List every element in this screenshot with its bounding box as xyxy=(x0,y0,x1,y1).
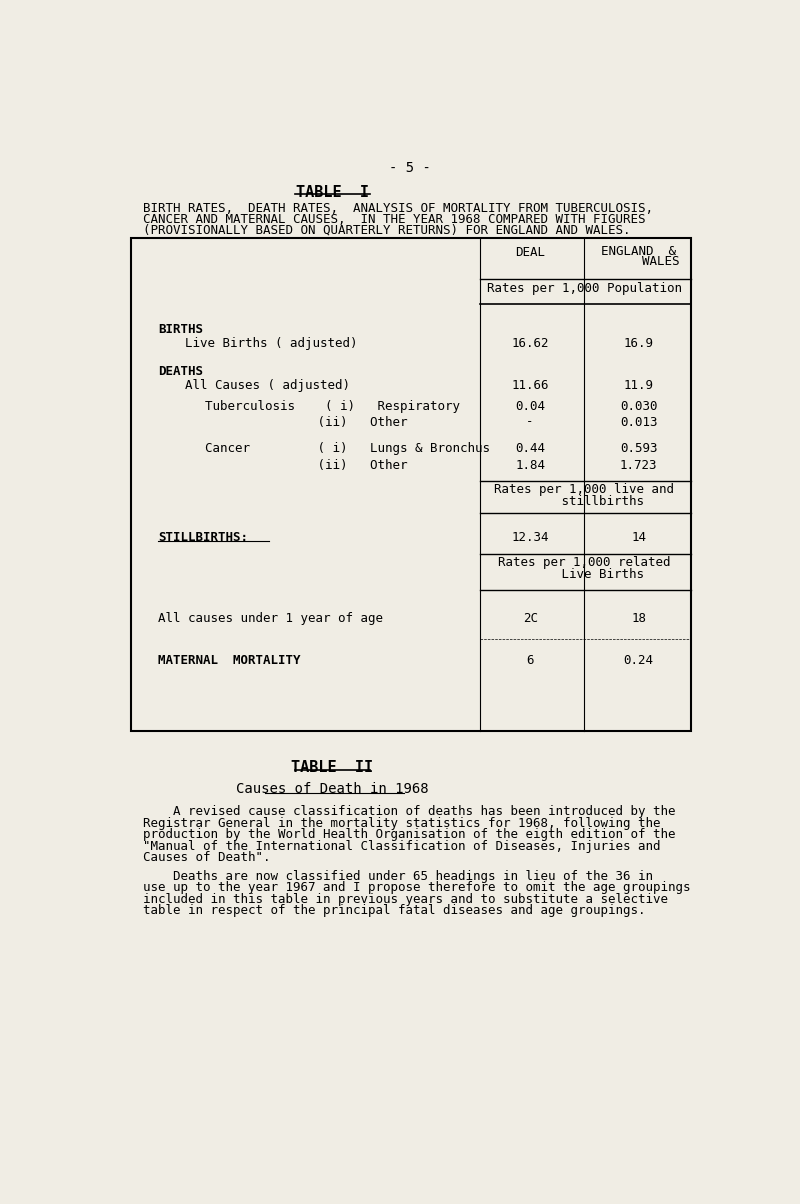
Text: MATERNAL  MORTALITY: MATERNAL MORTALITY xyxy=(158,654,301,667)
Text: "Manual of the International Classification of Diseases, Injuries and: "Manual of the International Classificat… xyxy=(142,840,660,852)
Text: Registrar General in the mortality statistics for 1968, following the: Registrar General in the mortality stati… xyxy=(142,816,660,830)
Text: - 5 -: - 5 - xyxy=(389,161,431,176)
Text: Rates per 1,000 live and: Rates per 1,000 live and xyxy=(494,483,674,496)
Text: 0.44: 0.44 xyxy=(515,443,545,455)
Text: -: - xyxy=(526,415,534,429)
Text: ENGLAND  &: ENGLAND & xyxy=(601,244,676,258)
Text: All causes under 1 year of age: All causes under 1 year of age xyxy=(158,612,383,625)
Text: BIRTH RATES,  DEATH RATES,  ANALYSIS OF MORTALITY FROM TUBERCULOSIS,: BIRTH RATES, DEATH RATES, ANALYSIS OF MO… xyxy=(142,202,653,216)
Text: 0.04: 0.04 xyxy=(515,400,545,413)
Text: use up to the year 1967 and I propose therefore to omit the age groupings: use up to the year 1967 and I propose th… xyxy=(142,881,690,895)
Text: BIRTHS: BIRTHS xyxy=(158,323,203,336)
Text: Causes of Death in 1968: Causes of Death in 1968 xyxy=(236,783,429,796)
Bar xyxy=(131,238,690,731)
Text: 11.9: 11.9 xyxy=(624,378,654,391)
Text: TABLE  II: TABLE II xyxy=(291,761,374,775)
Text: (PROVISIONALLY BASED ON QUARTERLY RETURNS) FOR ENGLAND AND WALES.: (PROVISIONALLY BASED ON QUARTERLY RETURN… xyxy=(142,224,630,237)
Text: Cancer         ( i)   Lungs & Bronchus: Cancer ( i) Lungs & Bronchus xyxy=(205,443,490,455)
Text: STILLBIRTHS:: STILLBIRTHS: xyxy=(158,531,248,544)
Text: 14: 14 xyxy=(631,531,646,544)
Text: 1.84: 1.84 xyxy=(515,459,545,472)
Text: Causes of Death".: Causes of Death". xyxy=(142,851,270,864)
Text: WALES: WALES xyxy=(598,254,680,267)
Text: 16.9: 16.9 xyxy=(624,337,654,350)
Text: Rates per 1,000 Population: Rates per 1,000 Population xyxy=(487,282,682,295)
Text: 16.62: 16.62 xyxy=(511,337,549,350)
Text: Tuberculosis    ( i)   Respiratory: Tuberculosis ( i) Respiratory xyxy=(205,400,460,413)
Text: 0.013: 0.013 xyxy=(620,415,658,429)
Text: 6: 6 xyxy=(526,654,534,667)
Text: stillbirths: stillbirths xyxy=(524,495,644,508)
Text: (ii)   Other: (ii) Other xyxy=(205,459,407,472)
Text: 0.030: 0.030 xyxy=(620,400,658,413)
Text: DEAL: DEAL xyxy=(515,246,545,259)
Text: production by the World Health Organisation of the eigth edition of the: production by the World Health Organisat… xyxy=(142,828,675,842)
Text: table in respect of the principal fatal diseases and age groupings.: table in respect of the principal fatal … xyxy=(142,904,645,917)
Text: (ii)   Other: (ii) Other xyxy=(205,415,407,429)
Text: 12.34: 12.34 xyxy=(511,531,549,544)
Text: 0.593: 0.593 xyxy=(620,443,658,455)
Text: 11.66: 11.66 xyxy=(511,378,549,391)
Text: included in this table in previous years and to substitute a selective: included in this table in previous years… xyxy=(142,893,668,905)
Text: A revised cause classification of deaths has been introduced by the: A revised cause classification of deaths… xyxy=(142,805,675,819)
Text: CANCER AND MATERNAL CAUSES,  IN THE YEAR 1968 COMPARED WITH FIGURES: CANCER AND MATERNAL CAUSES, IN THE YEAR … xyxy=(142,213,645,226)
Text: Live Births ( adjusted): Live Births ( adjusted) xyxy=(186,337,358,350)
Text: 1.723: 1.723 xyxy=(620,459,658,472)
Text: DEATHS: DEATHS xyxy=(158,366,203,378)
Text: TABLE  I: TABLE I xyxy=(296,184,369,200)
Text: 2C: 2C xyxy=(522,612,538,625)
Text: Live Births: Live Births xyxy=(524,568,644,582)
Text: 18: 18 xyxy=(631,612,646,625)
Text: Deaths are now classified under 65 headings in lieu of the 36 in: Deaths are now classified under 65 headi… xyxy=(142,869,653,883)
Text: 0.24: 0.24 xyxy=(624,654,654,667)
Text: Rates per 1,000 related: Rates per 1,000 related xyxy=(498,556,670,569)
Text: All Causes ( adjusted): All Causes ( adjusted) xyxy=(186,378,350,391)
